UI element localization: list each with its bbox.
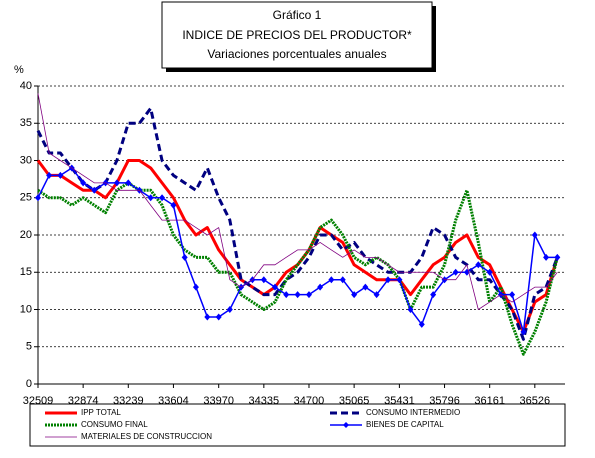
series-line — [36, 106, 559, 341]
x-tick-label: 34700 — [294, 395, 325, 407]
chart-title: Gráfico 1 — [273, 8, 322, 22]
y-tick-label: 15 — [20, 266, 32, 278]
series-marker — [362, 283, 369, 291]
series-marker — [283, 291, 290, 299]
legend-label: CONSUMO FINAL — [81, 420, 148, 429]
y-axis-label: % — [14, 64, 24, 76]
series-line — [36, 159, 559, 334]
series-marker — [125, 179, 132, 187]
chart-subtitle: Variaciones porcentuales anuales — [207, 47, 386, 61]
title-shadow — [166, 68, 436, 72]
series-marker — [396, 276, 403, 284]
legend-label: IPP TOTAL — [81, 408, 121, 417]
x-tick-label: 35065 — [339, 395, 370, 407]
series-marker — [260, 276, 267, 284]
series-marker — [35, 194, 41, 202]
legend-label: MATERIALES DE CONSTRUCCION — [81, 432, 212, 441]
x-tick-label: 36526 — [520, 395, 551, 407]
y-tick-label: 10 — [20, 303, 32, 315]
series-marker — [305, 291, 312, 299]
series-marker — [509, 291, 516, 299]
series-marker — [520, 328, 527, 336]
series-marker — [271, 283, 278, 291]
series-marker — [80, 179, 87, 187]
series-marker — [385, 276, 392, 284]
legend-label: BIENES DE CAPITAL — [366, 420, 444, 429]
series-marker — [113, 179, 120, 187]
series-marker — [294, 291, 301, 299]
series-marker — [418, 320, 425, 328]
legend-marker — [343, 422, 349, 428]
y-tick-label: 35 — [20, 117, 32, 129]
series-marker — [46, 171, 53, 179]
series-marker — [554, 253, 561, 261]
x-tick-label: 33239 — [113, 395, 144, 407]
series-marker — [147, 194, 154, 202]
legend-box — [29, 403, 566, 447]
series-marker — [373, 291, 380, 299]
y-tick-label: 30 — [20, 154, 32, 166]
x-tick-label: 35796 — [429, 395, 460, 407]
title-shadow — [432, 6, 436, 72]
legend-label: CONSUMO INTERMEDIO — [366, 408, 460, 417]
y-tick-label: 25 — [20, 192, 32, 204]
x-tick-label: 36161 — [474, 395, 505, 407]
x-tick-label: 34335 — [249, 395, 280, 407]
series-line — [37, 93, 558, 310]
series-marker — [170, 201, 177, 209]
x-tick-label: 33604 — [158, 395, 189, 407]
x-tick-label: 32509 — [23, 395, 54, 407]
y-tick-label: 5 — [26, 341, 32, 353]
series-marker — [407, 306, 414, 313]
y-tick-label: 0 — [26, 378, 32, 390]
series-marker — [531, 231, 538, 239]
series-line — [37, 181, 559, 356]
x-tick-label: 32874 — [68, 395, 99, 407]
series-marker — [192, 283, 199, 291]
y-tick-label: 40 — [20, 80, 32, 92]
series-marker — [57, 171, 64, 179]
series-marker — [543, 253, 550, 261]
series-marker — [181, 253, 188, 261]
series-marker — [317, 283, 324, 291]
y-tick-label: 20 — [20, 229, 32, 241]
series-marker — [226, 306, 233, 313]
series-marker — [339, 276, 346, 284]
series-marker — [351, 291, 358, 299]
series-marker — [159, 194, 166, 202]
series-marker — [215, 313, 222, 321]
series-marker — [486, 268, 493, 276]
series-marker — [91, 186, 98, 194]
series-marker — [475, 261, 482, 269]
x-tick-label: 33970 — [203, 395, 234, 407]
series-marker — [430, 291, 437, 299]
x-tick-label: 35431 — [384, 395, 415, 407]
chart-subtitle: INDICE DE PRECIOS DEL PRODUCTOR* — [182, 28, 412, 42]
series-marker — [204, 313, 211, 321]
title-box — [161, 1, 433, 69]
series-marker — [328, 276, 335, 284]
series-marker — [452, 268, 459, 276]
